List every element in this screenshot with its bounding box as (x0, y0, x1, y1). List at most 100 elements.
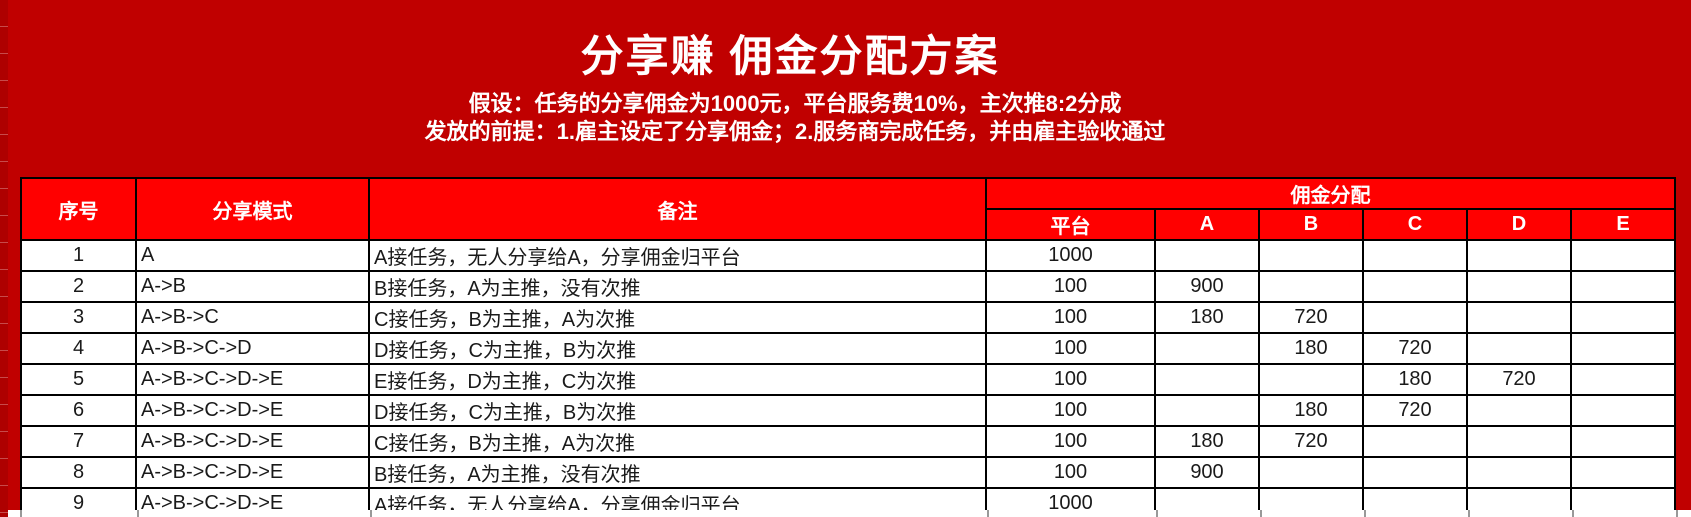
cell-value: 720 (1258, 301, 1364, 334)
col-header-commission-group: 佣金分配 (985, 177, 1676, 210)
cell-value: 180 (1362, 363, 1468, 396)
cell-note: D接任务，C为主推，B为次推 (368, 332, 987, 365)
cell-mode: A (135, 239, 370, 272)
cell-value: 100 (985, 394, 1156, 427)
sheet-next-row-sliver (8, 510, 1691, 517)
cell-value (1466, 456, 1572, 489)
assumption-line: 假设：任务的分享佣金为1000元，平台服务费10%，主次推8:2分成 (468, 91, 1122, 116)
cell-index: 5 (20, 363, 137, 396)
cell-value (1362, 301, 1468, 334)
cell-value: 1000 (985, 239, 1156, 272)
cell-value: 100 (985, 332, 1156, 365)
page-title: 分享赚 佣金分配方案 (580, 33, 1000, 81)
cell-note: B接任务，A为主推，没有次推 (368, 270, 987, 303)
cell-index: 2 (20, 270, 137, 303)
gridline-tick (20, 510, 22, 517)
cell-value (1258, 270, 1364, 303)
table-row: 2 A->B B接任务，A为主推，没有次推 100 900 (20, 270, 1676, 303)
cell-value (1154, 239, 1260, 272)
cell-index: 6 (20, 394, 137, 427)
cell-index: 1 (20, 239, 137, 272)
cell-note: E接任务，D为主推，C为次推 (368, 363, 987, 396)
col-header-platform: 平台 (985, 208, 1156, 241)
cell-value (1570, 270, 1676, 303)
cell-value (1466, 239, 1572, 272)
table-row: 8 A->B->C->D->E B接任务，A为主推，没有次推 100 900 (20, 456, 1676, 489)
gridline-tick (1468, 510, 1470, 517)
gridline-tick (137, 510, 139, 517)
table-row: 1 A A接任务，无人分享给A，分享佣金归平台 1000 (20, 239, 1676, 272)
cell-mode: A->B->C->D->E (135, 456, 370, 489)
cell-value (1570, 301, 1676, 334)
cell-value (1466, 425, 1572, 458)
precondition-line: 发放的前提：1.雇主设定了分享佣金；2.服务商完成任务，并由雇主验收通过 (424, 119, 1166, 144)
cell-value: 100 (985, 456, 1156, 489)
cell-value (1362, 456, 1468, 489)
cell-value (1362, 239, 1468, 272)
cell-index: 8 (20, 456, 137, 489)
cell-value (1466, 301, 1572, 334)
cell-note: C接任务，B为主推，A为次推 (368, 301, 987, 334)
cell-value: 100 (985, 301, 1156, 334)
cell-index: 4 (20, 332, 137, 365)
cell-note: A接任务，无人分享给A，分享佣金归平台 (368, 239, 987, 272)
gridline-tick (370, 510, 372, 517)
cell-value (1466, 394, 1572, 427)
gridline-tick (1364, 510, 1366, 517)
cell-mode: A->B->C->D->E (135, 363, 370, 396)
cell-value (1466, 332, 1572, 365)
col-header-d: D (1466, 208, 1572, 241)
col-header-index: 序号 (20, 177, 137, 241)
col-header-mode: 分享模式 (135, 177, 370, 241)
cell-value: 180 (1258, 332, 1364, 365)
cell-value (1362, 425, 1468, 458)
table-row: 3 A->B->C C接任务，B为主推，A为次推 100 180 720 (20, 301, 1676, 334)
cell-mode: A->B (135, 270, 370, 303)
table-row: 4 A->B->C->D D接任务，C为主推，B为次推 100 180 720 (20, 332, 1676, 365)
cell-value: 180 (1154, 425, 1260, 458)
cell-value (1570, 394, 1676, 427)
gridline-tick (1676, 510, 1678, 517)
cell-value (1154, 332, 1260, 365)
cell-mode: A->B->C (135, 301, 370, 334)
col-header-a: A (1154, 208, 1260, 241)
table-row: 5 A->B->C->D->E E接任务，D为主推，C为次推 100 180 7… (20, 363, 1676, 396)
cell-value: 720 (1362, 332, 1468, 365)
cell-index: 7 (20, 425, 137, 458)
cell-value (1466, 270, 1572, 303)
col-header-b: B (1258, 208, 1364, 241)
cell-value (1258, 239, 1364, 272)
cell-note: D接任务，C为主推，B为次推 (368, 394, 987, 427)
cell-value: 720 (1258, 425, 1364, 458)
cell-value: 100 (985, 363, 1156, 396)
col-header-e: E (1570, 208, 1676, 241)
cell-value (1570, 332, 1676, 365)
cell-value: 180 (1154, 301, 1260, 334)
cell-index: 3 (20, 301, 137, 334)
cell-value (1570, 363, 1676, 396)
cell-value: 180 (1258, 394, 1364, 427)
cell-value: 100 (985, 270, 1156, 303)
cell-value (1570, 239, 1676, 272)
cell-mode: A->B->C->D->E (135, 394, 370, 427)
cell-value (1154, 363, 1260, 396)
cell-value: 100 (985, 425, 1156, 458)
gridline-tick (1260, 510, 1262, 517)
cell-value (1258, 456, 1364, 489)
sheet-left-edge (0, 0, 8, 517)
col-header-c: C (1362, 208, 1468, 241)
cell-value: 720 (1362, 394, 1468, 427)
commission-table: 序号 分享模式 备注 佣金分配 平台 A B C D E 1 A A接任务，无人… (20, 177, 1676, 517)
cell-mode: A->B->C->D (135, 332, 370, 365)
table-row: 7 A->B->C->D->E C接任务，B为主推，A为次推 100 180 7… (20, 425, 1676, 458)
cell-value: 900 (1154, 456, 1260, 489)
col-header-note: 备注 (368, 177, 987, 241)
cell-value (1570, 456, 1676, 489)
cell-value (1154, 394, 1260, 427)
cell-value (1362, 270, 1468, 303)
cell-value: 720 (1466, 363, 1572, 396)
cell-value (1570, 425, 1676, 458)
table-body: 1 A A接任务，无人分享给A，分享佣金归平台 1000 2 A->B B接任务… (20, 239, 1676, 517)
header-row-sub: 平台 A B C D E (21, 208, 1676, 241)
